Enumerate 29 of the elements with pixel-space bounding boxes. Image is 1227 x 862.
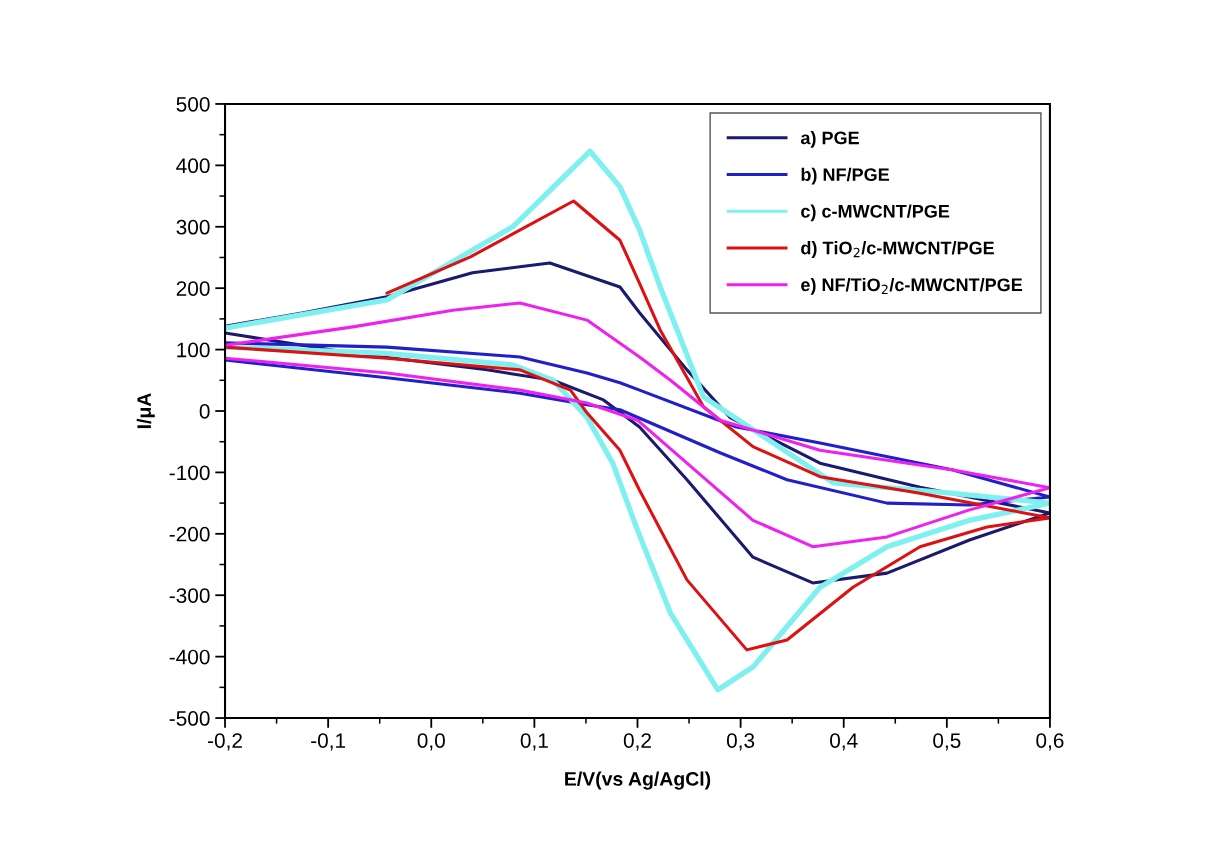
x-axis-title: E/V(vs Ag/AgCl) [565, 771, 711, 790]
x-tick-label: 0,4 [830, 733, 858, 751]
legend-label: a) PGE [800, 131, 859, 148]
y-axis-title: I/μA [136, 393, 155, 429]
legend-label: e) NF/TiO$_{2}$/c-MWCNT/PGE [801, 277, 1023, 295]
line-series [225, 199, 1050, 652]
y-tick-label: -400 [169, 649, 210, 665]
x-tick-label: 0,1 [520, 733, 548, 751]
y-tick-label: 0 [199, 404, 210, 419]
y-tick-label: 500 [176, 96, 210, 112]
x-tick-label: -0,2 [208, 733, 242, 751]
y-tick-label: 400 [176, 158, 210, 174]
y-tick-label: -200 [169, 526, 210, 542]
legend-label: c) c-MWCNT/PGE [801, 204, 950, 222]
y-tick-label: -500 [169, 711, 210, 726]
y-tick-label: 200 [176, 281, 210, 296]
legend-label: b) NF/PGE [801, 167, 889, 185]
x-tick-label: 0,6 [1036, 733, 1064, 751]
x-tick-label: -0,1 [311, 733, 346, 751]
y-tick-label: -300 [169, 588, 210, 603]
x-tick-label: 0,3 [726, 733, 755, 751]
line-series [225, 301, 1050, 549]
y-tick-label: 300 [176, 219, 210, 235]
y-tick-label: -100 [169, 465, 210, 481]
y-tick-label: 100 [177, 342, 210, 358]
x-tick-label: 0,2 [623, 733, 651, 751]
legend-label: d) TiO$_{2}$/c-MWCNT/PGE [801, 241, 994, 258]
x-tick-label: 0,0 [417, 733, 445, 751]
x-tick-label: 0,5 [933, 733, 961, 751]
